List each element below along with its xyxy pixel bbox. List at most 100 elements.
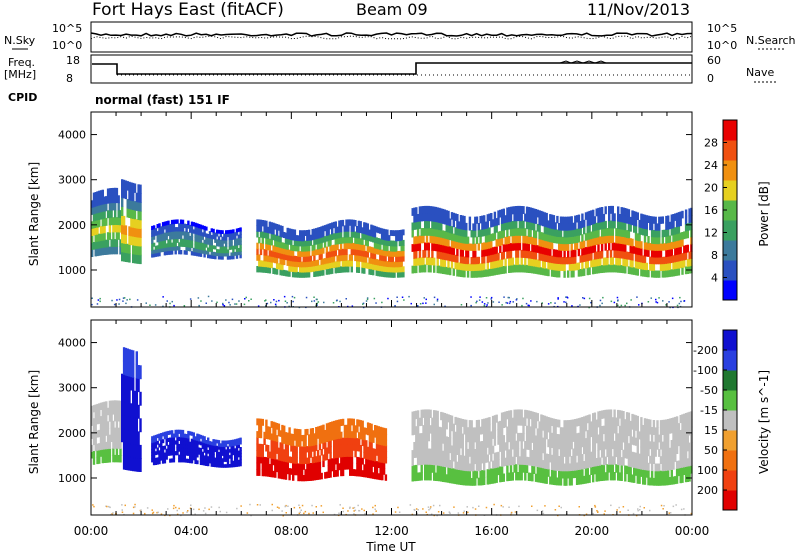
- speckle: [169, 302, 171, 305]
- echo-cell: [424, 264, 427, 273]
- echo-cell: [436, 457, 439, 466]
- echo-cell: [275, 459, 279, 467]
- echo-cell: [431, 456, 434, 465]
- echo-cell: [226, 461, 230, 465]
- echo-cell: [400, 266, 403, 273]
- echo-cell: [413, 442, 416, 451]
- echo-cell: [151, 246, 154, 251]
- echo-cell: [106, 441, 110, 450]
- echo-cell: [395, 240, 398, 247]
- echo-cell: [108, 232, 112, 240]
- speckle: [588, 306, 590, 309]
- echo-cell: [552, 469, 556, 478]
- echo-cell: [103, 218, 106, 226]
- echo-cell: [443, 474, 447, 483]
- echo-cell: [286, 456, 289, 463]
- echo-cell: [106, 210, 110, 219]
- echo-cell: [583, 268, 586, 276]
- echo-cell: [372, 247, 375, 254]
- colorbar-swatch: [723, 140, 737, 161]
- echo-cell: [483, 242, 486, 250]
- echo-cell: [466, 243, 470, 251]
- echo-cell: [96, 212, 99, 221]
- echo-cell: [270, 421, 273, 428]
- echo-cell: [511, 264, 514, 273]
- echo-cell: [563, 236, 566, 245]
- echo-cell: [667, 269, 670, 278]
- echo-cell: [604, 417, 607, 426]
- speckle: [311, 300, 313, 303]
- echo-cell: [398, 266, 402, 273]
- echo-cell: [333, 470, 336, 478]
- echo-cell: [443, 435, 447, 445]
- echo-cell: [647, 477, 650, 486]
- echo-cell: [112, 441, 115, 449]
- colorbar-tick-label: 8: [711, 249, 718, 262]
- echo-cell: [650, 229, 654, 238]
- echo-cell: [256, 231, 259, 238]
- echo-cell: [302, 245, 305, 252]
- echo-cell: [302, 434, 306, 442]
- echo-cell: [201, 458, 204, 462]
- echo-cell: [545, 468, 548, 477]
- echo-cell: [94, 430, 97, 438]
- echo-cell: [226, 440, 230, 444]
- echo-cell: [343, 254, 346, 261]
- echo-cell: [230, 255, 233, 260]
- echo-cell: [638, 431, 641, 440]
- echo-cell: [187, 231, 190, 237]
- echo-cell: [239, 227, 242, 232]
- echo-cell: [445, 444, 448, 453]
- echo-cell: [643, 262, 647, 270]
- echo-cell: [354, 231, 357, 238]
- echo-cell: [683, 245, 686, 254]
- echo-cell: [422, 433, 425, 442]
- echo-cell: [115, 414, 119, 422]
- echo-cell: [608, 464, 611, 473]
- speckle: [676, 304, 679, 307]
- speckle: [508, 302, 511, 305]
- echo-cell: [545, 431, 548, 440]
- echo-cell: [333, 451, 336, 459]
- echo-cell: [450, 460, 454, 469]
- echo-cell: [670, 269, 673, 277]
- echo-cell: [270, 256, 273, 263]
- echo-cell: [101, 196, 104, 205]
- echo-cell: [588, 429, 591, 438]
- echo-cell: [427, 464, 430, 473]
- echo-cell: [624, 251, 627, 260]
- echo-cell: [105, 217, 108, 226]
- echo-cell: [114, 209, 117, 218]
- echo-cell: [368, 459, 372, 467]
- echo-cell: [418, 257, 422, 266]
- echo-cell: [201, 246, 204, 251]
- echo-cell: [466, 236, 470, 244]
- echo-cell: [579, 454, 582, 463]
- echo-cell: [624, 258, 627, 267]
- echo-cell: [357, 266, 361, 273]
- echo-cell: [486, 214, 489, 222]
- echo-cell: [379, 270, 382, 277]
- echo-cell: [199, 228, 203, 233]
- echo-cell: [418, 213, 422, 222]
- echo-cell: [486, 425, 489, 433]
- echo-cell: [436, 243, 439, 252]
- echo-cell: [609, 409, 613, 418]
- echo-cell: [670, 255, 673, 263]
- echo-cell: [313, 228, 316, 235]
- echo-cell: [479, 448, 482, 457]
- echo-cell: [465, 477, 468, 486]
- echo-cell: [122, 374, 126, 389]
- echo-cell: [208, 247, 212, 252]
- echo-cell: [189, 228, 192, 233]
- echo-cell: [325, 429, 329, 436]
- echo-cell: [595, 473, 598, 482]
- echo-cell: [363, 261, 366, 269]
- echo-cell: [167, 451, 170, 456]
- echo-cell: [114, 441, 117, 449]
- echo-cell: [456, 469, 459, 478]
- echo-cell: [618, 410, 622, 419]
- echo-cell: [263, 249, 266, 256]
- echo-cell: [366, 446, 370, 454]
- echo-cell: [279, 454, 282, 461]
